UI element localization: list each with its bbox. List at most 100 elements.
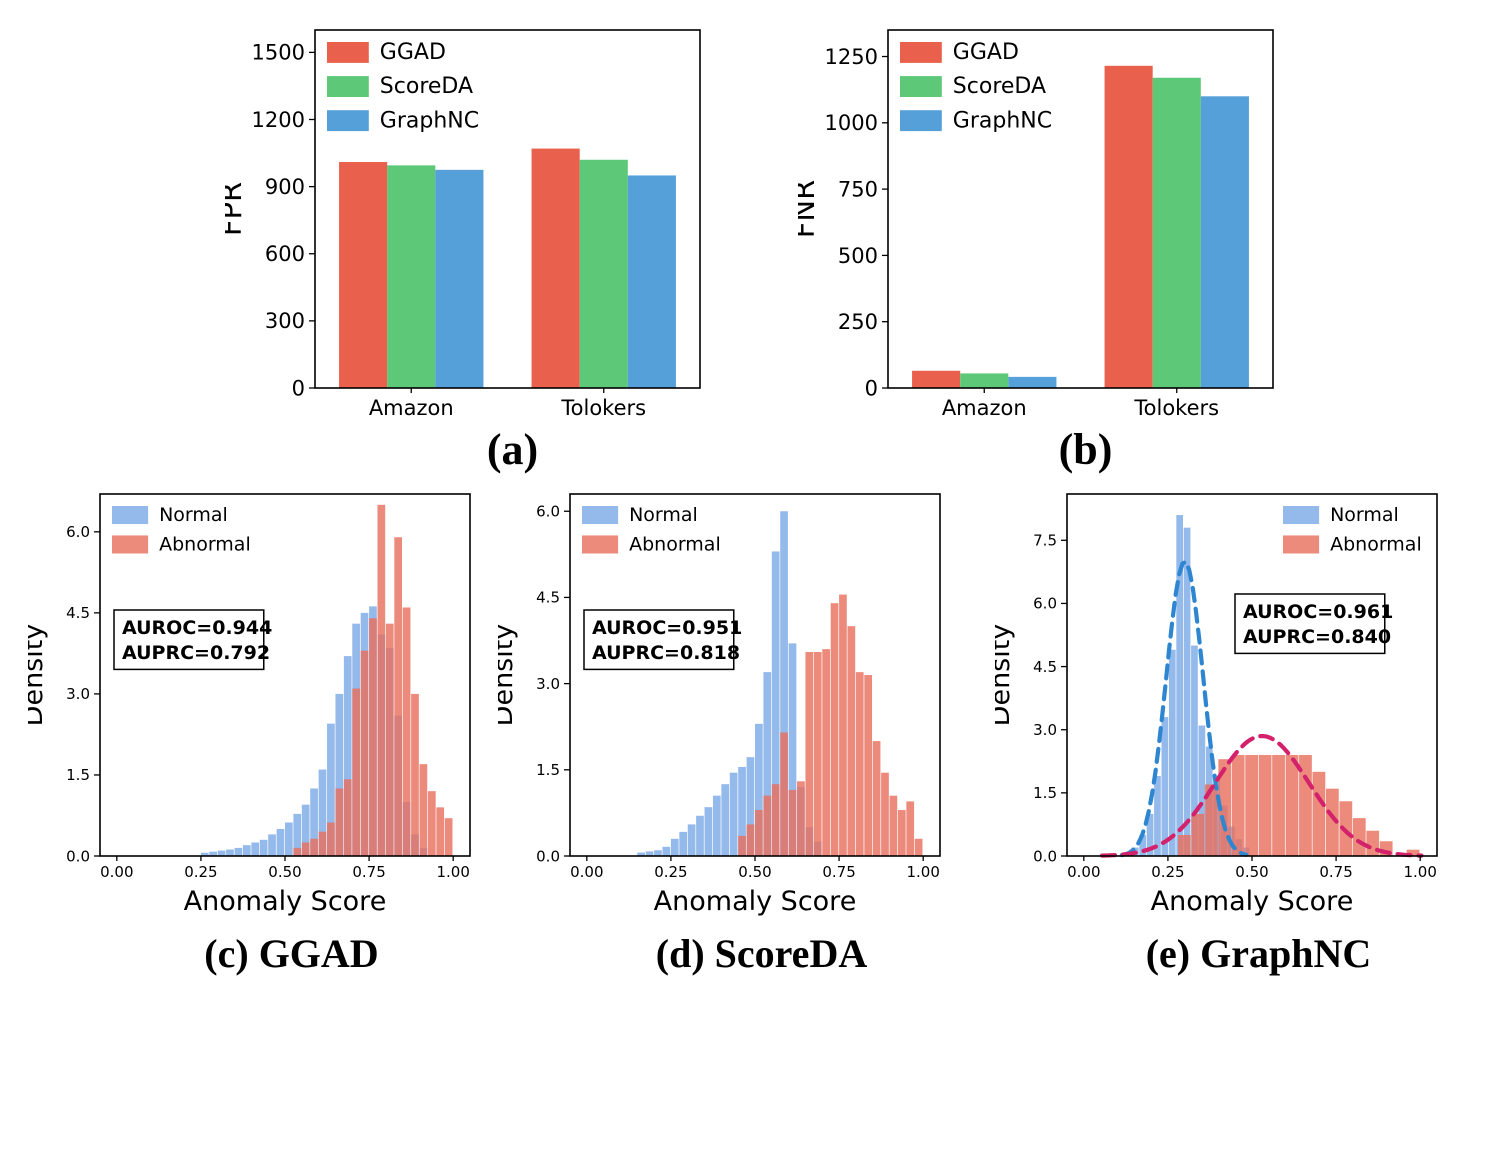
y-tick-label: 0.0 [536, 847, 560, 865]
hist-bar-normal [242, 845, 251, 856]
svg-text:AUPRC=0.792: AUPRC=0.792 [122, 642, 270, 664]
hist-bar-normal [746, 757, 755, 856]
hist-bar-abnormal [293, 847, 302, 856]
y-axis-label: Density [995, 624, 1016, 727]
fpr-bar-chart: Amazon Tolokers 0 300 600 900 1200 1500 FPR GGAD S… [225, 29, 701, 420]
legend-swatch-abnormal [582, 535, 619, 554]
hist-bar-normal [335, 693, 344, 856]
metrics-annotation: AUROC=0.944 AUPRC=0.792 [113, 609, 272, 671]
y-tick-label: 4.5 [536, 589, 560, 607]
svg-text:AUROC=0.951: AUROC=0.951 [592, 617, 742, 639]
hist-bar-abnormal [839, 594, 847, 856]
hist-bar-abnormal [402, 607, 411, 856]
category-label: Tolokers [1133, 396, 1219, 420]
hist-bar-normal [1154, 776, 1161, 856]
plot-spines [314, 29, 701, 389]
y-tick-label: 1500 [252, 41, 305, 65]
hist-bar-normal [704, 807, 713, 856]
hist-bar-abnormal [352, 688, 360, 856]
caption-e: (e) GraphNC [1145, 931, 1372, 976]
panel-b-fnr: Amazon Tolokers 0 250 500 750 1000 1250 FNR GGAD S… [798, 22, 1283, 475]
legend: Normal Abnormal [1283, 504, 1422, 555]
hist-bar-normal [662, 846, 671, 856]
hist-bar-normal [1191, 645, 1198, 856]
hist-bar-normal [1198, 725, 1206, 856]
x-tick-label: 0.75 [822, 863, 855, 881]
hist-bar-abnormal [318, 831, 327, 856]
x-tick-label: 0.25 [1151, 863, 1184, 881]
hist-bar-abnormal [797, 781, 805, 856]
legend-swatch-abnormal [1283, 535, 1320, 554]
hist-bar-abnormal [1245, 754, 1259, 856]
hist-bar-normal [1183, 527, 1191, 856]
hist-bar-normal [251, 842, 260, 856]
y-tick-label: 300 [265, 309, 305, 333]
hist-bar-abnormal [788, 789, 797, 856]
hist-bar-normal [318, 769, 327, 856]
y-tick-label: 4.5 [66, 604, 90, 622]
legend: GGAD ScoreDA GraphNC [900, 40, 1052, 133]
x-tick-label: 0.25 [184, 863, 217, 881]
y-tick-label: 1.5 [536, 761, 560, 779]
hist-bar-abnormal [301, 842, 310, 856]
legend-swatch-normal [112, 506, 149, 525]
hist-bar-abnormal [847, 626, 856, 856]
hist-bar-abnormal [411, 693, 419, 856]
y-tick-label: 0.0 [1033, 847, 1057, 865]
hist-bar-normal [200, 852, 209, 856]
plot-spines [887, 29, 1274, 389]
hist-bar-abnormal [394, 537, 403, 856]
bar-ggad-amazon [339, 162, 388, 388]
hist-bar-abnormal [360, 650, 369, 856]
svg-text:AUROC=0.961: AUROC=0.961 [1243, 601, 1393, 623]
hist-bar-normal [755, 723, 763, 856]
hist-bar-normal [738, 766, 746, 856]
hist-bar-abnormal [1352, 818, 1366, 856]
hist-bar-abnormal [763, 795, 772, 856]
y-tick-label: 1.5 [1033, 784, 1057, 802]
panel-c-ggad-hist: 0.00 0.25 0.50 0.75 1.00 Anomaly Score AUROC=0… [28, 486, 483, 977]
y-tick-label: 6.0 [536, 502, 560, 520]
hist-bar-normal [788, 643, 797, 856]
hist-bar-abnormal [746, 824, 755, 856]
category-label: Amazon [942, 396, 1027, 420]
plot-spines [569, 493, 941, 857]
y-tick-label: 1250 [825, 45, 878, 69]
bar-graphnc-amazon [1008, 376, 1057, 388]
y-tick-label: 250 [838, 310, 878, 334]
hist-bar-abnormal [872, 741, 881, 856]
hist-bar-normal [645, 851, 654, 856]
panel-e-graphnc-hist: 0.00 0.25 0.50 0.75 1.00 Anomaly Score AUROC=0… [995, 486, 1450, 977]
caption-b: (b) [1058, 425, 1113, 474]
bar-ggad-tolokers [1104, 65, 1153, 389]
y-axis-label: Density [498, 624, 519, 727]
hist-bar-abnormal [1231, 754, 1245, 856]
bar-graphnc-tolokers [1200, 96, 1249, 388]
y-tick-label: 6.0 [66, 523, 90, 541]
legend-label: Normal [629, 504, 698, 526]
legend-label: ScoreDA [380, 74, 473, 99]
x-tick-label: 1.00 [1403, 863, 1436, 881]
category-label: Amazon [369, 396, 454, 420]
hist-bar-abnormal [889, 795, 898, 856]
hist-bar-abnormal [1366, 830, 1380, 856]
hist-bar-normal [696, 815, 704, 856]
x-axis-label: Anomaly Score [1151, 886, 1354, 917]
hist-bar-abnormal [310, 838, 318, 856]
hist-bar-abnormal [436, 807, 445, 856]
hist-bar-abnormal [343, 779, 352, 856]
legend-label: Abnormal [629, 533, 721, 555]
legend-swatch-ggad [327, 42, 369, 63]
hist-bar-normal [637, 852, 645, 856]
hist-bar-normal [276, 828, 285, 856]
hist-bar-normal [285, 822, 293, 856]
hist-bar-normal [763, 672, 772, 856]
metrics-annotation: AUROC=0.951 AUPRC=0.818 [583, 609, 742, 671]
hist-bar-normal [729, 772, 738, 856]
y-tick-label: 0.0 [66, 847, 90, 865]
y-tick-label: 1200 [252, 108, 305, 132]
bar-scoreda-tolokers [579, 159, 628, 388]
y-tick-label: 750 [838, 177, 878, 201]
legend-swatch-scoreda [327, 76, 369, 97]
